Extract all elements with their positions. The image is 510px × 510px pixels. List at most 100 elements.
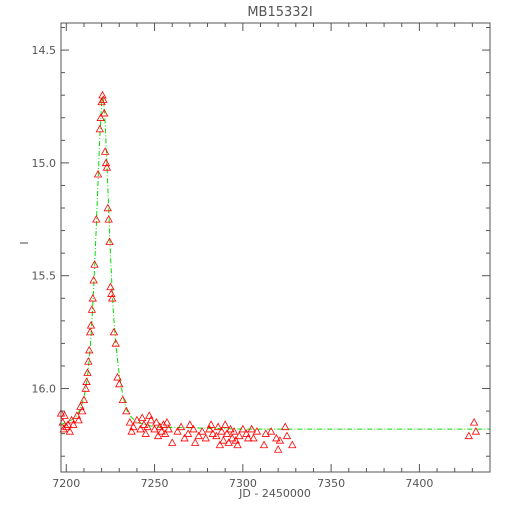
- data-point: [226, 424, 235, 433]
- data-point: [471, 427, 481, 435]
- data-point: [67, 415, 76, 424]
- x-tick-label: 7200: [52, 477, 80, 490]
- data-point: [217, 427, 226, 435]
- data-point: [104, 214, 113, 223]
- plot-area: [56, 90, 490, 453]
- y-tick-label: 16.0: [32, 383, 57, 396]
- data-point: [108, 293, 117, 302]
- data-point: [208, 429, 218, 437]
- data-point: [109, 327, 119, 336]
- data-point: [82, 377, 91, 385]
- data-point: [103, 203, 112, 212]
- data-point: [164, 424, 173, 433]
- data-point: [469, 418, 479, 426]
- y-tick-label: 15.5: [32, 270, 57, 283]
- x-tick-label: 7250: [141, 477, 169, 490]
- data-point: [233, 440, 242, 449]
- x-tick-label: 7350: [317, 477, 345, 490]
- data-point: [275, 436, 285, 444]
- data-point: [125, 418, 135, 426]
- x-axis-label: JD - 2450000: [238, 487, 311, 500]
- data-point: [190, 438, 200, 446]
- data-point: [146, 415, 156, 424]
- data-point: [85, 327, 95, 336]
- data-point: [60, 411, 69, 419]
- data-point: [212, 431, 221, 440]
- data-point: [141, 429, 150, 437]
- data-point: [106, 282, 115, 291]
- data-point: [242, 429, 251, 437]
- data-point: [84, 357, 93, 365]
- data-point: [100, 147, 110, 155]
- data-point: [99, 95, 108, 103]
- data-point: [136, 424, 145, 433]
- data-point: [113, 372, 122, 381]
- data-point: [272, 433, 281, 442]
- data-point: [222, 429, 232, 437]
- data-point: [228, 433, 237, 442]
- data-point: [252, 427, 262, 435]
- data-point: [85, 345, 94, 354]
- data-point: [247, 424, 256, 433]
- data-point: [235, 431, 244, 440]
- chart-title: MB15332I: [247, 5, 312, 20]
- data-point: [65, 427, 75, 435]
- data-point: [229, 427, 239, 435]
- data-point: [63, 420, 73, 428]
- plot-frame: [60, 22, 491, 473]
- data-point: [231, 436, 240, 444]
- data-point: [249, 433, 258, 442]
- y-tick-label: 14.5: [32, 44, 57, 57]
- data-point: [152, 418, 161, 426]
- data-point: [155, 422, 165, 431]
- data-point: [243, 433, 253, 442]
- data-point: [79, 395, 89, 404]
- data-point: [159, 420, 168, 428]
- data-point: [173, 427, 182, 435]
- data-point: [185, 420, 195, 428]
- data-point: [221, 420, 230, 428]
- data-point: [145, 411, 154, 419]
- y-tick-label: 15.0: [32, 157, 57, 170]
- data-point: [102, 163, 112, 171]
- data-point: [105, 237, 114, 246]
- data-point: [129, 422, 138, 431]
- data-point: [87, 305, 97, 313]
- data-point: [127, 427, 136, 435]
- x-tick-label: 7400: [405, 477, 433, 490]
- data-point: [138, 413, 147, 422]
- data-point: [89, 275, 98, 284]
- data-point: [62, 422, 71, 431]
- data-point: [180, 433, 189, 442]
- data-point: [83, 368, 92, 376]
- data-point: [72, 411, 82, 419]
- data-point: [93, 169, 103, 178]
- data-points: [56, 90, 481, 453]
- data-point: [259, 440, 269, 449]
- data-point: [90, 260, 99, 268]
- data-point: [100, 108, 109, 117]
- data-point: [69, 420, 78, 428]
- y-axis: 14.5 15.0 15.5 16.0: [32, 27, 490, 457]
- data-point: [281, 422, 290, 431]
- data-point: [78, 406, 87, 415]
- data-point: [86, 321, 96, 329]
- y-axis-label: I: [18, 241, 31, 244]
- data-point: [464, 431, 473, 440]
- data-point: [194, 431, 203, 440]
- data-point: [95, 124, 105, 133]
- data-point: [132, 415, 142, 424]
- data-point: [122, 406, 131, 415]
- data-point: [118, 395, 127, 404]
- data-point: [97, 97, 106, 106]
- data-point: [201, 433, 210, 442]
- model-fit-line: [60, 97, 490, 430]
- data-point: [88, 293, 97, 302]
- data-point: [153, 431, 163, 440]
- data-point: [81, 384, 90, 392]
- data-point: [215, 440, 225, 449]
- data-point: [157, 427, 166, 435]
- data-point: [238, 424, 248, 433]
- data-point: [143, 422, 152, 431]
